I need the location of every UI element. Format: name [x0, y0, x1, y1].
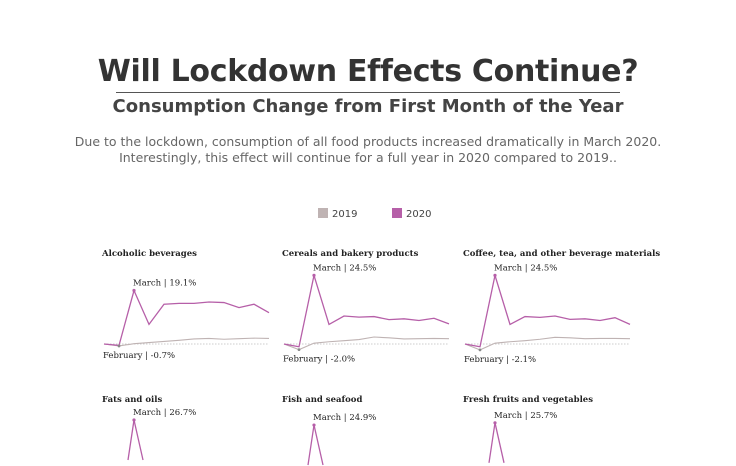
annotation-march: March | 19.1% — [133, 279, 196, 289]
annotation-february: February | -0.7% — [103, 351, 175, 361]
chart-panel-coffee-tea: March | 24.5% February | -2.1% — [464, 263, 631, 365]
annotation-march: March | 24.9% — [313, 413, 376, 423]
series-line-2020 — [313, 424, 324, 466]
data-point-march-2020[interactable] — [312, 273, 316, 277]
panel-plot-area: March | 19.1% February | -0.7% — [103, 279, 270, 361]
annotation-march: March | 26.7% — [133, 408, 196, 418]
series-line-rise-2020 — [307, 424, 315, 466]
annotation-march: March | 25.7% — [494, 411, 557, 421]
legend-item-2020[interactable]: 2020 — [392, 208, 431, 221]
data-point-march-2020[interactable] — [493, 421, 497, 425]
series-line-2020 — [103, 288, 270, 347]
panel-plot-area: March | 25.7% — [488, 411, 557, 463]
panel-title-fresh-fruits: Fresh fruits and vegetables — [463, 395, 593, 405]
series-line-rise-2020 — [127, 419, 135, 461]
data-point-march-2020[interactable] — [312, 423, 316, 427]
title-underline — [116, 92, 620, 93]
annotation-march: March | 24.5% — [494, 263, 557, 273]
panel-title-fats-oils: Fats and oils — [102, 395, 163, 405]
data-point-february-2019[interactable] — [297, 348, 301, 351]
panel-title-coffee-tea: Coffee, tea, and other beverage material… — [463, 249, 661, 259]
panel-plot-area: March | 26.7% — [127, 408, 196, 461]
legend-swatch-2019 — [318, 208, 328, 218]
data-point-march-2020[interactable] — [493, 273, 497, 277]
series-line-2020 — [494, 422, 505, 463]
series-line-2019 — [283, 336, 450, 351]
series-line-rise-2020 — [488, 422, 496, 463]
chart-panel-alcoholic-beverages: March | 19.1% February | -0.7% — [103, 279, 270, 361]
panel-plot-area: March | 24.9% — [307, 413, 376, 466]
legend-label-2020: 2020 — [406, 209, 432, 220]
data-point-february-2019[interactable] — [117, 344, 121, 348]
description-line-1: Due to the lockdown, consumption of all … — [74, 134, 662, 149]
data-point-february-2019[interactable] — [478, 348, 482, 352]
page-subtitle: Consumption Change from First Month of t… — [112, 96, 624, 117]
legend-label-2019: 2019 — [332, 209, 358, 220]
page-title: Will Lockdown Effects Continue? — [97, 54, 639, 89]
chart-panel-fresh-fruits: March | 25.7% — [488, 411, 557, 463]
series-line-2020 — [283, 275, 450, 348]
panel-title-cereals-bakery: Cereals and bakery products — [282, 249, 419, 259]
data-point-march-2020[interactable] — [132, 418, 136, 422]
annotation-february: February | -2.1% — [464, 355, 536, 365]
panel-plot-area: March | 24.5% February | -2.0% — [283, 263, 450, 365]
description: Due to the lockdown, consumption of all … — [60, 134, 676, 166]
series-line-2020 — [464, 275, 631, 348]
description-line-2: Interestingly, this effect will continue… — [119, 150, 617, 165]
series-line-2020 — [133, 419, 144, 461]
chart-panel-fish-seafood: March | 24.9% — [307, 413, 376, 466]
data-point-march-2020[interactable] — [132, 288, 136, 293]
legend-swatch-2020 — [392, 208, 402, 218]
series-line-2019 — [464, 336, 631, 351]
panel-title-alcoholic-beverages: Alcoholic beverages — [102, 249, 197, 259]
chart-panel-fats-oils: March | 26.7% — [127, 408, 196, 461]
chart-panel-cereals-bakery: March | 24.5% February | -2.0% — [283, 263, 450, 365]
panel-title-fish-seafood: Fish and seafood — [282, 395, 363, 405]
legend-item-2019[interactable]: 2019 — [318, 208, 357, 221]
panel-plot-area: March | 24.5% February | -2.1% — [464, 263, 631, 365]
annotation-february: February | -2.0% — [283, 355, 355, 365]
annotation-march: March | 24.5% — [313, 263, 376, 273]
series-line-2019 — [103, 337, 270, 347]
chart-legend: 2019 2020 — [0, 208, 736, 222]
